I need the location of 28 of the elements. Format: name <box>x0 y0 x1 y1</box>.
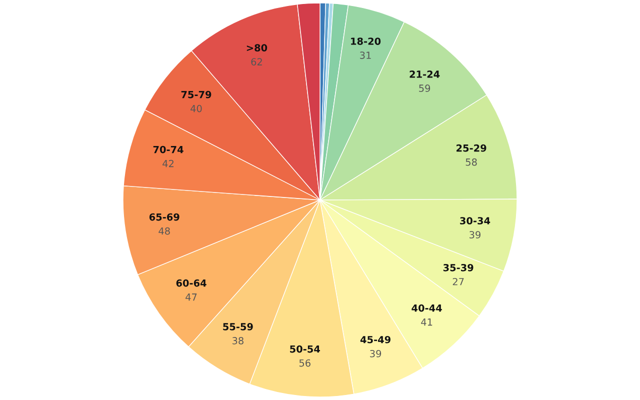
slice-label: 70-74 <box>153 146 184 154</box>
data-label: 41 <box>421 318 432 326</box>
slice-label: 60-64 <box>176 279 206 287</box>
slice-label: 65-69 <box>149 213 180 221</box>
data-label: 39 <box>370 350 382 358</box>
data-label: 38 <box>232 337 244 344</box>
data-label: 27 <box>452 278 464 286</box>
data-label: 31 <box>360 52 371 59</box>
data-label: 39 <box>470 231 480 238</box>
slice-label: 30-34 <box>460 217 490 224</box>
slice-label: 35-39 <box>443 264 474 272</box>
slice-label: 25-29 <box>456 144 486 152</box>
data-label: 62 <box>251 58 262 66</box>
slice-label: 21-24 <box>410 70 440 78</box>
data-label: 58 <box>466 158 477 166</box>
slice-label: 18-20 <box>351 38 381 45</box>
data-label: 56 <box>299 359 310 367</box>
slice-label: 50-54 <box>290 345 320 353</box>
data-label: 47 <box>186 294 197 301</box>
slice-label: 55-59 <box>223 323 253 330</box>
data-label: 48 <box>158 227 170 235</box>
data-label: 42 <box>162 160 174 168</box>
slice-label: 45-49 <box>360 336 390 344</box>
slice-label: 40-44 <box>412 304 442 312</box>
data-label: 59 <box>419 84 430 92</box>
data-label: 40 <box>190 104 202 112</box>
slice-label: >80 <box>246 44 268 52</box>
slice-label: 75-79 <box>181 90 212 98</box>
